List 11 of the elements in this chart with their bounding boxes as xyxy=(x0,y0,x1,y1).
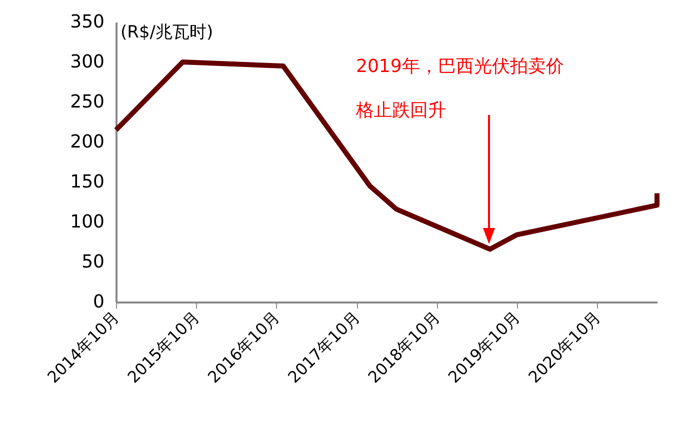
y-tick-label: 150 xyxy=(70,172,104,192)
annotation: 2019年，巴西光伏拍卖价 xyxy=(356,56,564,77)
y-tick-label: 100 xyxy=(70,212,104,232)
y-tick-label: 200 xyxy=(70,132,104,152)
y-axis-title: (R$/兆瓦时) xyxy=(120,22,214,42)
y-tick-label: 0 xyxy=(93,292,104,312)
y-tick-label: 50 xyxy=(82,252,104,272)
y-tick-label: 350 xyxy=(70,12,104,32)
y-tick-label: 250 xyxy=(70,92,104,112)
annotation: 格止跌回升 xyxy=(355,100,446,121)
y-tick-label: 300 xyxy=(70,52,104,72)
